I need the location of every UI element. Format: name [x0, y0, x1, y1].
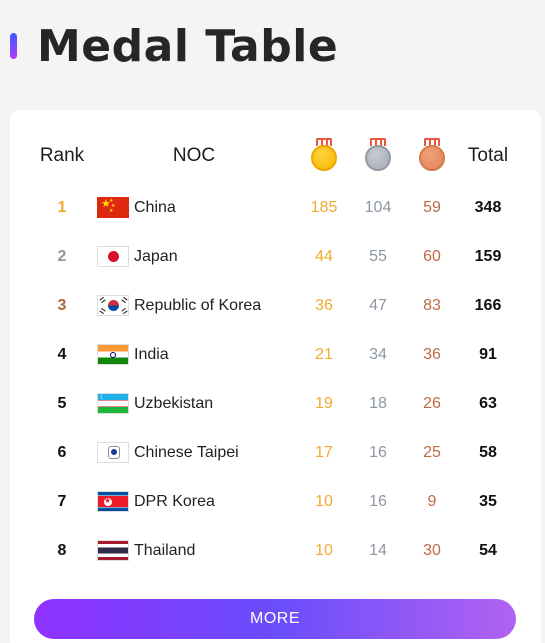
silver-count: 55	[369, 247, 387, 265]
flag-cell	[97, 526, 129, 575]
gold-count: 19	[315, 394, 333, 412]
japan-flag-icon	[97, 246, 129, 267]
flag-cell	[97, 281, 129, 330]
silver-count: 34	[369, 345, 387, 363]
silver-count: 16	[369, 492, 387, 510]
rank-cell: 6	[57, 443, 67, 461]
noc-name: Uzbekistan	[134, 394, 214, 412]
bronze-count: 30	[423, 541, 441, 559]
gold-medal-icon	[309, 138, 339, 174]
total-count: 63	[479, 394, 497, 412]
total-count: 58	[479, 443, 497, 461]
bronze-count: 26	[423, 394, 441, 412]
gold-count: 17	[315, 443, 333, 461]
noc-name: Republic of Korea	[134, 296, 262, 314]
silver-count: 47	[369, 296, 387, 314]
rank-header: Rank	[39, 145, 85, 166]
table-row[interactable]: 8 Thailand 10 14 30 54	[10, 526, 541, 575]
flag-cell: ☾	[97, 379, 129, 428]
table-row[interactable]: 7 ★ DPR Korea 10 16 9 35	[10, 477, 541, 526]
rank-cell: 5	[57, 394, 67, 412]
noc-name: Thailand	[134, 541, 196, 559]
thailand-flag-icon	[97, 540, 129, 561]
india-flag-icon	[97, 344, 129, 365]
flag-cell	[97, 428, 129, 477]
total-count: 159	[474, 247, 502, 265]
noc-name: DPR Korea	[134, 492, 215, 510]
silver-count: 18	[369, 394, 387, 412]
china-flag-icon: ★ ★ ★ ★	[97, 197, 129, 218]
table-row[interactable]: 3 Republic of Korea 36 47 83 166	[10, 281, 541, 330]
table-row[interactable]: 5 ☾ Uzbekistan 19 18 26 63	[10, 379, 541, 428]
flag-cell	[97, 232, 129, 281]
medal-table-card: Rank NOC Total 1 ★ ★ ★ ★ China 185 1	[10, 110, 541, 643]
more-button[interactable]: MORE	[34, 599, 516, 639]
uzbekistan-flag-icon: ☾	[97, 393, 129, 414]
rank-cell: 8	[57, 541, 67, 559]
table-row[interactable]: 4 India 21 34 36 91	[10, 330, 541, 379]
bronze-count: 36	[423, 345, 441, 363]
bronze-count: 9	[427, 492, 437, 510]
bronze-count: 83	[423, 296, 441, 314]
silver-count: 14	[369, 541, 387, 559]
silver-count: 104	[364, 198, 392, 216]
page-header: Medal Table	[10, 18, 338, 74]
title-accent-bar	[10, 33, 17, 59]
rank-cell: 4	[57, 345, 67, 363]
dpr-korea-flag-icon: ★	[97, 491, 129, 512]
bronze-count: 60	[423, 247, 441, 265]
korea-flag-icon	[97, 295, 129, 316]
flag-cell	[97, 330, 129, 379]
rank-cell: 7	[57, 492, 67, 510]
rank-cell: 1	[57, 198, 67, 216]
total-header: Total	[467, 145, 509, 166]
noc-name: Japan	[134, 247, 178, 265]
chinese-taipei-flag-icon	[97, 442, 129, 463]
gold-count: 21	[315, 345, 333, 363]
table-row[interactable]: 2 Japan 44 55 60 159	[10, 232, 541, 281]
table-row[interactable]: 6 Chinese Taipei 17 16 25 58	[10, 428, 541, 477]
gold-count: 185	[310, 198, 338, 216]
flag-cell: ★	[97, 477, 129, 526]
page-title: Medal Table	[37, 20, 339, 72]
total-count: 54	[479, 541, 497, 559]
total-count: 91	[479, 345, 497, 363]
table-header: Rank NOC Total	[10, 134, 541, 178]
noc-name: China	[134, 198, 176, 216]
silver-count: 16	[369, 443, 387, 461]
gold-count: 10	[315, 492, 333, 510]
noc-name: Chinese Taipei	[134, 443, 239, 461]
bronze-count: 25	[423, 443, 441, 461]
bronze-count: 59	[423, 198, 441, 216]
gold-count: 10	[315, 541, 333, 559]
bronze-medal-icon	[417, 138, 447, 174]
noc-name: India	[134, 345, 169, 363]
total-count: 348	[474, 198, 502, 216]
rank-cell: 3	[57, 296, 67, 314]
table-row[interactable]: 1 ★ ★ ★ ★ China 185 104 59 348	[10, 183, 541, 232]
total-count: 166	[474, 296, 502, 314]
rank-cell: 2	[57, 247, 67, 265]
gold-count: 36	[315, 296, 333, 314]
flag-cell: ★ ★ ★ ★	[97, 183, 129, 232]
gold-count: 44	[315, 247, 333, 265]
silver-medal-icon	[363, 138, 393, 174]
noc-header: NOC	[172, 145, 216, 166]
total-count: 35	[479, 492, 497, 510]
